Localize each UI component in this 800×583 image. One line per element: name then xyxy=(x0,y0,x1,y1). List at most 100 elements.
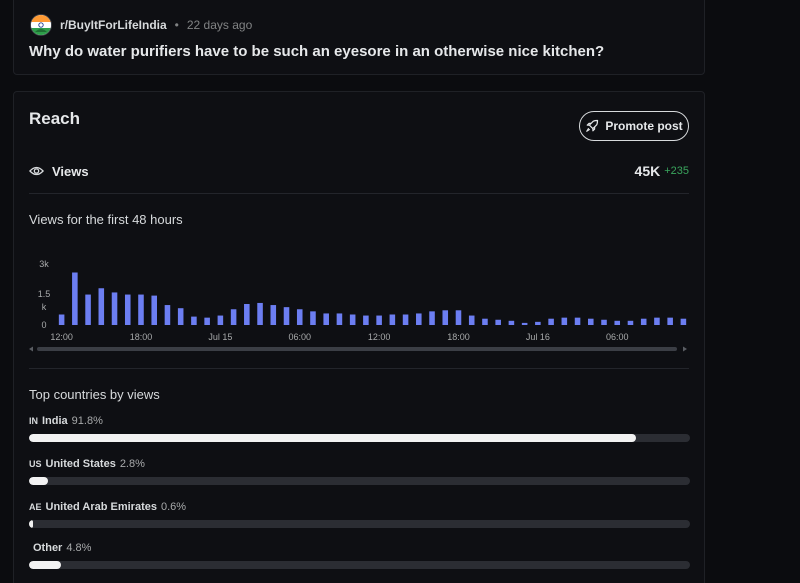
views-total: 45K xyxy=(634,163,661,179)
chart-bar[interactable] xyxy=(244,304,250,325)
chart-bar[interactable] xyxy=(111,292,118,325)
chart-bar[interactable] xyxy=(495,319,501,325)
chart-bar[interactable] xyxy=(296,309,303,325)
chart-bar[interactable] xyxy=(416,313,422,325)
chart-bar[interactable] xyxy=(389,314,396,326)
subreddit-name[interactable]: r/BuyItForLifeIndia xyxy=(60,18,167,32)
chart-bar[interactable] xyxy=(336,313,343,325)
country-progress-track xyxy=(29,477,690,485)
chart-title: Views for the first 48 hours xyxy=(29,212,183,227)
divider xyxy=(29,193,689,194)
x-tick-label: Jul 16 xyxy=(526,332,550,342)
chart-bar[interactable] xyxy=(442,310,449,325)
views-chart: 3k 1.5 k 0 12:00 18:00 Jul 15 06:00 12:00 18:00 J… xyxy=(29,259,687,352)
chart-bar[interactable] xyxy=(614,320,621,325)
chart-bar[interactable] xyxy=(561,317,568,325)
chart-bar[interactable] xyxy=(204,317,210,325)
country-progress-fill xyxy=(29,561,61,569)
y-tick-label: k xyxy=(42,302,47,312)
country-code: IN xyxy=(29,416,38,426)
country-name: India xyxy=(42,415,68,427)
x-tick-label: 18:00 xyxy=(130,332,153,342)
chart-bar[interactable] xyxy=(548,318,554,325)
chart-bar[interactable] xyxy=(138,294,144,325)
chart-bar[interactable] xyxy=(468,315,475,325)
promote-post-label: Promote post xyxy=(605,119,683,133)
country-name: United Arab Emirates xyxy=(45,501,157,513)
views-delta: +235 xyxy=(664,165,689,177)
country-row-uae: AE United Arab Emirates 0.6% xyxy=(29,501,690,528)
post-meta: r/BuyItForLifeIndia • 22 days ago xyxy=(30,13,252,37)
chart-bar[interactable] xyxy=(230,309,237,325)
x-tick-label: 06:00 xyxy=(606,332,629,342)
rocket-icon xyxy=(586,119,599,132)
chart-bar[interactable] xyxy=(574,317,581,325)
divider xyxy=(29,368,689,369)
chart-bar[interactable] xyxy=(98,288,105,325)
chart-bar[interactable] xyxy=(310,311,316,325)
scroll-right-icon[interactable] xyxy=(683,346,687,352)
chart-bar[interactable] xyxy=(680,318,687,325)
x-tick-label: 06:00 xyxy=(288,332,311,342)
country-name: Other xyxy=(33,542,63,554)
chart-bar[interactable] xyxy=(151,295,157,325)
chart-bar[interactable] xyxy=(521,322,528,325)
views-label: Views xyxy=(52,163,89,179)
chart-bar[interactable] xyxy=(482,318,488,325)
chart-bar[interactable] xyxy=(402,314,409,326)
chart-scrollbar[interactable] xyxy=(37,347,677,351)
chart-bar[interactable] xyxy=(191,316,197,325)
country-progress-track xyxy=(29,561,690,569)
country-row-united-states: US United States 2.8% xyxy=(29,458,690,485)
chart-bar[interactable] xyxy=(654,317,660,325)
scroll-left-icon[interactable] xyxy=(29,346,33,352)
chart-bar[interactable] xyxy=(164,305,171,325)
chart-bar[interactable] xyxy=(283,307,290,325)
chart-bar[interactable] xyxy=(376,315,382,325)
chart-bar[interactable] xyxy=(177,308,184,325)
subreddit-icon xyxy=(31,15,51,35)
country-code: AE xyxy=(29,502,42,512)
x-tick-label: 12:00 xyxy=(50,332,73,342)
chart-bar[interactable] xyxy=(601,319,607,325)
chart-bar[interactable] xyxy=(535,321,541,325)
chart-bar[interactable] xyxy=(508,320,515,325)
x-tick-label: 18:00 xyxy=(447,332,470,342)
country-row-other: Other 4.8% xyxy=(29,542,690,569)
country-progress-fill xyxy=(29,477,48,485)
chart-bar[interactable] xyxy=(124,294,131,325)
chart-bar[interactable] xyxy=(640,318,647,325)
chart-bar[interactable] xyxy=(85,294,91,325)
y-tick-label: 3k xyxy=(39,259,49,269)
chart-bar[interactable] xyxy=(323,313,329,325)
post-age: 22 days ago xyxy=(186,18,253,32)
country-progress-track xyxy=(29,434,690,442)
country-progress-track xyxy=(29,520,690,528)
subreddit-avatar[interactable] xyxy=(30,14,52,36)
x-tick-label: Jul 15 xyxy=(208,332,232,342)
chart-bar[interactable] xyxy=(257,302,263,325)
promote-post-button[interactable]: Promote post xyxy=(579,111,689,141)
chart-bar[interactable] xyxy=(72,272,78,326)
post-title[interactable]: Why do water purifiers have to be such a… xyxy=(29,43,605,60)
chart-bar[interactable] xyxy=(429,311,435,325)
country-percent: 2.8% xyxy=(119,458,145,470)
country-percent: 0.6% xyxy=(160,501,187,513)
chart-bar[interactable] xyxy=(217,315,224,325)
chart-bar[interactable] xyxy=(349,314,356,326)
chart-bar[interactable] xyxy=(455,310,462,325)
chart-bar[interactable] xyxy=(270,305,277,325)
chart-bar[interactable] xyxy=(363,315,369,325)
y-tick-label: 1.5 xyxy=(38,289,51,299)
chart-bar[interactable] xyxy=(58,314,65,326)
views-row: Views 45K +235 xyxy=(29,160,689,182)
post-card: r/BuyItForLifeIndia • 22 days ago Why do… xyxy=(13,0,705,75)
countries-title: Top countries by views xyxy=(29,387,160,402)
chart-bar[interactable] xyxy=(667,317,673,325)
country-row-india: IN India 91.8% xyxy=(29,415,690,442)
country-name: United States xyxy=(45,458,116,470)
chart-bar[interactable] xyxy=(588,318,594,325)
country-percent: 91.8% xyxy=(71,415,103,427)
chart-bar[interactable] xyxy=(627,320,634,325)
reach-title: Reach xyxy=(29,109,81,128)
